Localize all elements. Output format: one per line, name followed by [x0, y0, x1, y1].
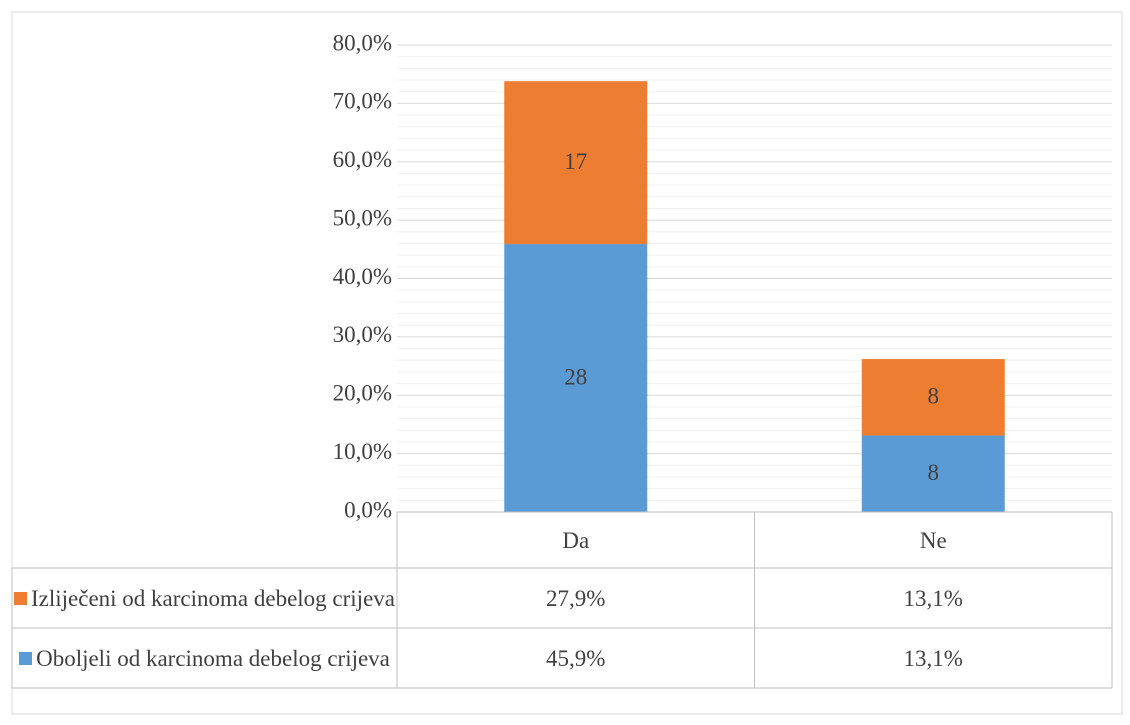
y-tick-label: 20,0%: [333, 381, 392, 406]
y-tick-label: 30,0%: [333, 322, 392, 347]
legend-label: Oboljeli od karcinoma debelog crijeva: [36, 645, 390, 671]
table-value: 13,1%: [903, 585, 963, 611]
legend-entry: Oboljeli od karcinoma debelog crijeva: [19, 644, 390, 673]
table-header: Da: [562, 527, 590, 553]
y-tick-label: 0,0%: [344, 497, 392, 522]
y-tick-label: 70,0%: [333, 89, 392, 114]
data-label: 8: [928, 460, 940, 485]
data-label: 8: [928, 384, 940, 409]
bar-segment: [861, 359, 1005, 436]
legend-swatch: [19, 651, 33, 665]
data-label: 17: [564, 149, 587, 174]
legend-swatch: [14, 591, 27, 605]
table-value: 13,1%: [903, 645, 963, 671]
chart-border: [11, 11, 1123, 715]
data-label: 28: [564, 364, 587, 389]
legend-label: Izliječeni od karcinoma debelog crijeva: [31, 585, 395, 611]
y-tick-label: 40,0%: [333, 264, 392, 289]
y-tick-label: 10,0%: [333, 439, 392, 464]
y-tick-label: 50,0%: [333, 205, 392, 230]
legend-cell: Oboljeli od karcinoma debelog crijeva: [12, 628, 397, 688]
legend-entry: Izliječeni od karcinoma debelog crijeva: [14, 584, 395, 613]
y-tick-label: 80,0%: [333, 30, 392, 55]
y-tick-label: 60,0%: [333, 147, 392, 172]
table-value: 27,9%: [546, 585, 606, 611]
bar-segment: [504, 244, 648, 512]
table-header: Ne: [919, 527, 947, 553]
bar-segment: [861, 435, 1005, 512]
legend-cell: Izliječeni od karcinoma debelog crijeva: [12, 568, 397, 628]
bar-segment: [504, 81, 648, 245]
table-value: 45,9%: [546, 645, 606, 671]
